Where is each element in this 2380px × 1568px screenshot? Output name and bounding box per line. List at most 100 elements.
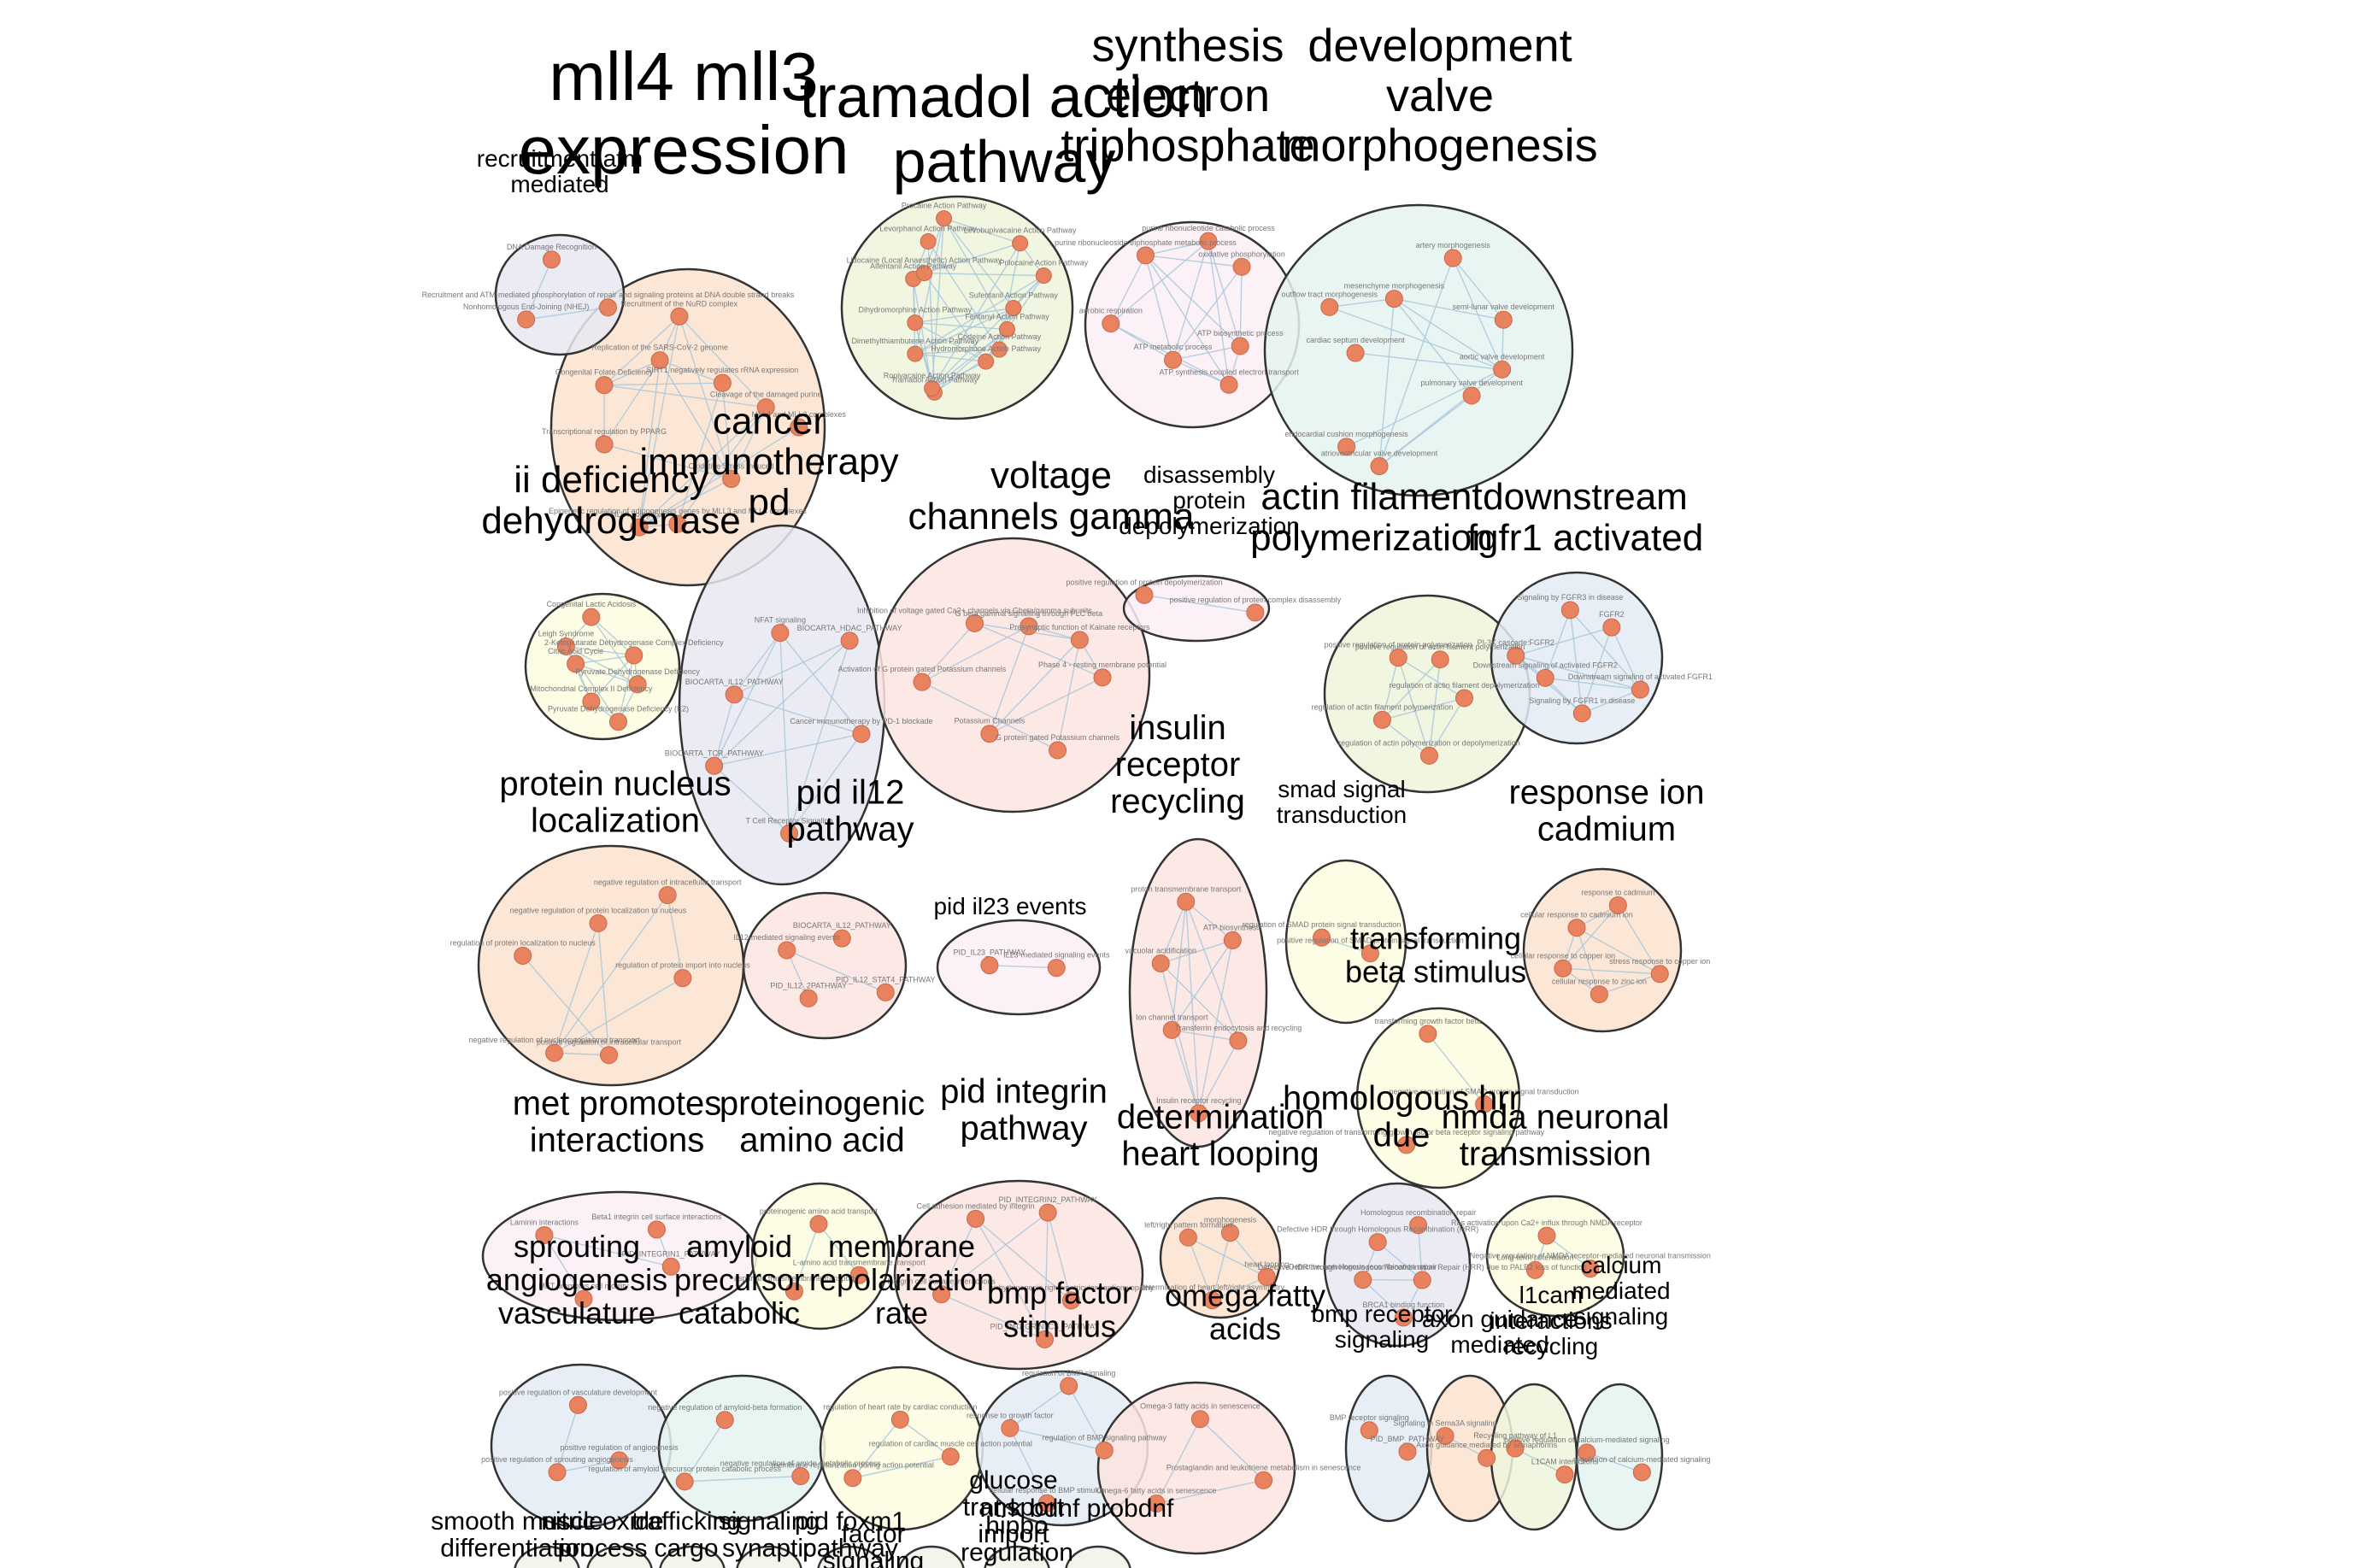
- gene-set-node[interactable]: [876, 983, 895, 1001]
- gene-set-node[interactable]: [790, 418, 808, 437]
- gene-set-node[interactable]: [980, 956, 999, 975]
- gene-set-node[interactable]: [1537, 1226, 1556, 1245]
- gene-set-node[interactable]: [1346, 344, 1365, 362]
- gene-set-node[interactable]: [1147, 1495, 1166, 1513]
- gene-set-node[interactable]: [1409, 1216, 1428, 1235]
- gene-set-node[interactable]: [542, 250, 561, 269]
- gene-set-node[interactable]: [1370, 457, 1389, 476]
- gene-set-node[interactable]: [791, 1467, 810, 1486]
- gene-set-node[interactable]: [545, 1043, 564, 1062]
- gene-set-node[interactable]: [1567, 919, 1586, 937]
- gene-set-node[interactable]: [799, 989, 818, 1007]
- gene-set-node[interactable]: [568, 1395, 587, 1414]
- gene-set-node[interactable]: [785, 1282, 803, 1301]
- gene-set-node[interactable]: [725, 685, 743, 704]
- gene-set-node[interactable]: [1354, 1271, 1372, 1289]
- gene-set-node[interactable]: [1372, 710, 1391, 729]
- gene-set-node[interactable]: [907, 345, 924, 362]
- gene-set-node[interactable]: [1060, 1377, 1078, 1395]
- gene-set-node[interactable]: [1047, 959, 1066, 978]
- gene-set-node[interactable]: [980, 725, 999, 743]
- gene-set-node[interactable]: [1337, 438, 1356, 456]
- gene-set-node[interactable]: [1389, 649, 1407, 667]
- gene-set-node[interactable]: [1631, 680, 1649, 699]
- gene-set-node[interactable]: [574, 1289, 593, 1308]
- gene-set-node[interactable]: [582, 692, 601, 711]
- gene-set-node[interactable]: [535, 1226, 554, 1245]
- gene-set-node[interactable]: [514, 946, 532, 965]
- gene-set-node[interactable]: [595, 435, 614, 454]
- gene-set-node[interactable]: [1494, 310, 1513, 329]
- gene-set-node[interactable]: [1001, 1418, 1020, 1437]
- gene-set-node[interactable]: [625, 646, 643, 665]
- gene-set-node[interactable]: [1506, 1439, 1525, 1458]
- gene-set-node[interactable]: [1443, 249, 1462, 267]
- gene-set-node[interactable]: [1035, 267, 1052, 285]
- gene-set-node[interactable]: [1462, 386, 1481, 405]
- gene-set-node[interactable]: [1507, 646, 1525, 665]
- gene-set-node[interactable]: [705, 756, 724, 775]
- gene-set-node[interactable]: [1436, 1426, 1454, 1445]
- gene-set-node[interactable]: [1061, 1291, 1080, 1310]
- gene-set-node[interactable]: [600, 1046, 619, 1065]
- gene-set-node[interactable]: [1136, 246, 1155, 265]
- gene-set-node[interactable]: [1095, 1441, 1114, 1459]
- gene-set-node[interactable]: [1493, 360, 1512, 379]
- gene-set-node[interactable]: [843, 1469, 862, 1488]
- gene-set-node[interactable]: [1525, 1260, 1544, 1279]
- gene-set-node[interactable]: [779, 824, 798, 843]
- gene-set-node[interactable]: [661, 1257, 680, 1276]
- gene-set-node[interactable]: [658, 886, 677, 905]
- gene-set-node[interactable]: [932, 1285, 951, 1304]
- gene-set-node[interactable]: [907, 314, 924, 332]
- gene-set-node[interactable]: [1255, 1471, 1273, 1489]
- gene-set-node[interactable]: [668, 514, 687, 533]
- gene-set-node[interactable]: [849, 1266, 868, 1284]
- gene-set-node[interactable]: [1229, 1031, 1248, 1050]
- gene-set-node[interactable]: [1035, 1330, 1054, 1348]
- gene-set-node[interactable]: [517, 310, 536, 329]
- gene-set-node[interactable]: [1536, 668, 1554, 687]
- gene-set-node[interactable]: [936, 210, 953, 227]
- gene-set-node[interactable]: [630, 518, 649, 537]
- gene-set-node[interactable]: [1398, 1442, 1417, 1461]
- gene-set-node[interactable]: [1231, 337, 1249, 355]
- gene-set-node[interactable]: [1005, 299, 1022, 316]
- gene-set-node[interactable]: [1190, 1410, 1209, 1429]
- gene-set-node[interactable]: [998, 320, 1015, 338]
- gene-set-node[interactable]: [1178, 1228, 1197, 1247]
- gene-set-node[interactable]: [1608, 896, 1627, 914]
- gene-set-node[interactable]: [809, 1214, 828, 1233]
- gene-set-node[interactable]: [1320, 297, 1339, 316]
- gene-set-node[interactable]: [1478, 1448, 1496, 1467]
- gene-set-node[interactable]: [1394, 1308, 1413, 1327]
- gene-set-node[interactable]: [1246, 603, 1265, 622]
- gene-set-node[interactable]: [852, 725, 871, 743]
- gene-set-node[interactable]: [647, 1220, 666, 1239]
- gene-set-node[interactable]: [673, 969, 692, 988]
- gene-set-node[interactable]: [1650, 965, 1669, 984]
- gene-set-node[interactable]: [840, 631, 859, 650]
- gene-set-node[interactable]: [967, 1209, 985, 1228]
- gene-set-node[interactable]: [1313, 928, 1331, 947]
- gene-set-node[interactable]: [1038, 1203, 1057, 1222]
- gene-set-node[interactable]: [1384, 290, 1403, 308]
- gene-set-node[interactable]: [722, 470, 741, 489]
- gene-set-node[interactable]: [598, 298, 617, 317]
- gene-set-node[interactable]: [650, 351, 669, 370]
- gene-set-node[interactable]: [1102, 314, 1120, 333]
- gene-set-node[interactable]: [567, 655, 585, 673]
- gene-set-node[interactable]: [1020, 617, 1038, 636]
- gene-set-node[interactable]: [675, 1472, 694, 1491]
- gene-set-node[interactable]: [1203, 1291, 1222, 1310]
- gene-set-node[interactable]: [1431, 650, 1449, 669]
- gene-set-node[interactable]: [1190, 1104, 1208, 1123]
- gene-set-node[interactable]: [1454, 689, 1473, 708]
- gene-set-node[interactable]: [1475, 1095, 1494, 1113]
- gene-set-node[interactable]: [890, 1410, 909, 1429]
- gene-set-node[interactable]: [990, 341, 1008, 358]
- gene-set-node[interactable]: [1602, 618, 1621, 637]
- gene-set-node[interactable]: [1360, 1421, 1378, 1440]
- gene-set-node[interactable]: [1219, 375, 1238, 394]
- gene-set-node[interactable]: [1419, 746, 1438, 765]
